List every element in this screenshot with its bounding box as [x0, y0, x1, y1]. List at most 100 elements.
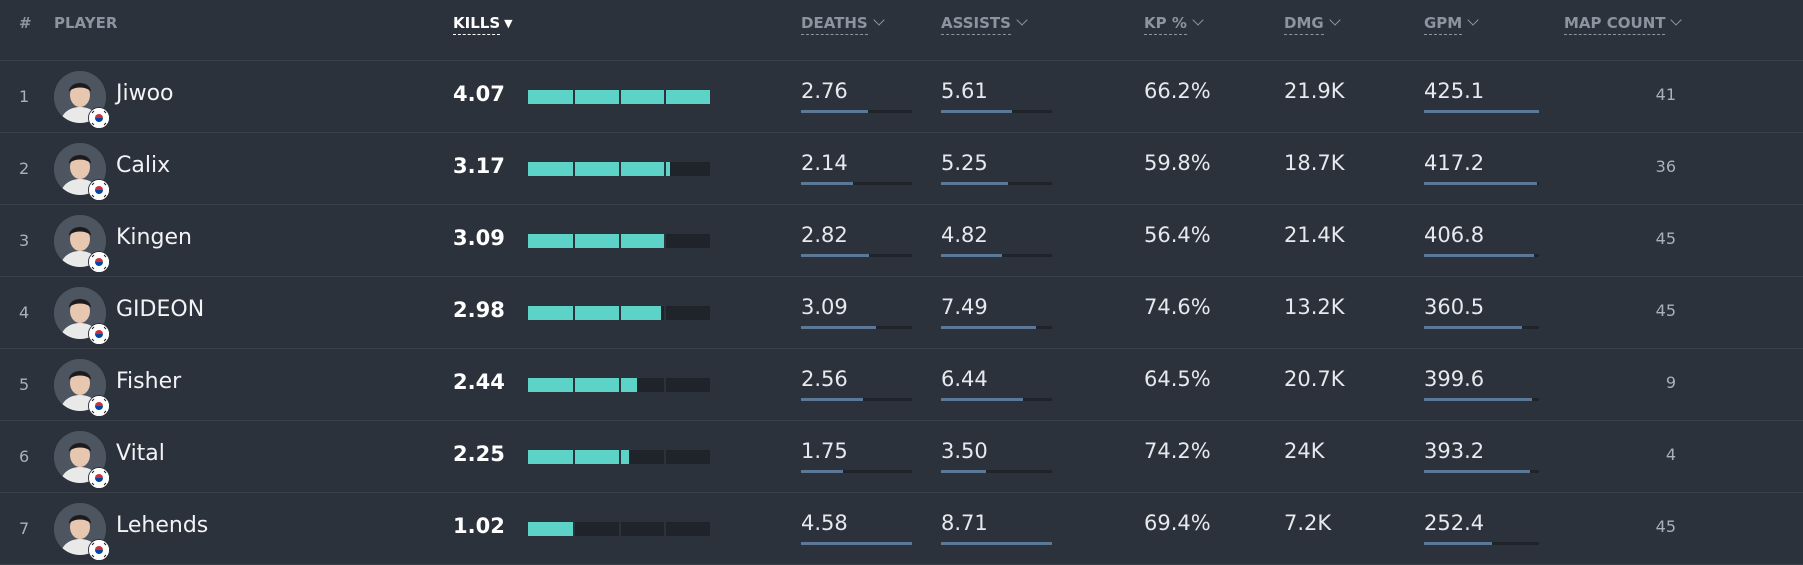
dmg-value: 21.9K [1284, 79, 1345, 103]
player-name[interactable]: Fisher [116, 369, 182, 394]
gpm-bar [1424, 470, 1539, 473]
kills-bar-divider [619, 306, 621, 320]
kills-bar-divider [573, 90, 575, 104]
kills-bar-divider [573, 234, 575, 248]
kills-bar-divider [664, 234, 666, 248]
gpm-bar-fill [1424, 326, 1522, 329]
player-name[interactable]: Vital [116, 441, 165, 466]
kills-value: 2.44 [453, 370, 505, 394]
gpm-column-header[interactable]: GPM [1424, 14, 1479, 35]
south-korea-flag-icon [88, 395, 110, 417]
kills-bar [528, 522, 710, 536]
kills-bar-divider [664, 162, 666, 176]
kills-bar [528, 306, 710, 320]
map-count-column-header[interactable]: MAP COUNT [1564, 14, 1683, 35]
gpm-bar [1424, 542, 1539, 545]
deaths-value: 4.58 [801, 511, 848, 535]
kills-bar [528, 378, 710, 392]
table-header: # PLAYER KILLS ▼ DEATHS ASSISTS KP % DMG … [0, 0, 1803, 61]
deaths-column-header[interactable]: DEATHS [801, 14, 885, 35]
deaths-bar-fill [801, 182, 853, 185]
rank-number: 5 [19, 375, 30, 394]
gpm-bar [1424, 182, 1539, 185]
map-count-value: 4 [1665, 445, 1676, 464]
table-row[interactable]: 1 Jiwoo 4.07 2.76 5.61 66.2% 21.9K 425.1 41 [0, 61, 1803, 133]
assists-bar [941, 398, 1052, 401]
assists-value: 5.25 [941, 151, 988, 175]
deaths-value: 2.56 [801, 367, 848, 391]
assists-bar [941, 110, 1052, 113]
gpm-bar-fill [1424, 470, 1530, 473]
gpm-value: 399.6 [1424, 367, 1485, 391]
table-row[interactable]: 4 GIDEON 2.98 3.09 7.49 74.6% 13.2K 360.5 45 [0, 277, 1803, 349]
table-row[interactable]: 6 Vital 2.25 1.75 3.50 74.2% 24K 393.2 4 [0, 421, 1803, 493]
player-name[interactable]: Kingen [116, 225, 192, 250]
dmg-value: 24K [1284, 439, 1325, 463]
kills-bar-divider [664, 378, 666, 392]
deaths-bar [801, 182, 912, 185]
assists-value: 3.50 [941, 439, 988, 463]
deaths-bar [801, 542, 912, 545]
kills-bar [528, 90, 710, 104]
kills-value: 2.98 [453, 298, 505, 322]
table-row[interactable]: 2 Calix 3.17 2.14 5.25 59.8% 18.7K 417.2 36 [0, 133, 1803, 205]
assists-bar-fill [941, 254, 1002, 257]
gpm-bar [1424, 110, 1539, 113]
assists-column-header[interactable]: ASSISTS [941, 14, 1028, 35]
dmg-value: 21.4K [1284, 223, 1345, 247]
south-korea-flag-icon [88, 467, 110, 489]
kills-bar [528, 234, 710, 248]
kills-bar-fill [528, 522, 574, 536]
deaths-bar [801, 326, 912, 329]
assists-bar-fill [941, 326, 1036, 329]
table-row[interactable]: 7 Lehends 1.02 4.58 8.71 69.4% 7.2K 252.4 45 [0, 493, 1803, 565]
table-row[interactable]: 3 Kingen 3.09 2.82 4.82 56.4% 21.4K 406.8 45 [0, 205, 1803, 277]
deaths-value: 2.14 [801, 151, 848, 175]
gpm-value: 406.8 [1424, 223, 1485, 247]
deaths-bar-fill [801, 254, 869, 257]
assists-bar-fill [941, 110, 1012, 113]
kills-value: 3.17 [453, 154, 505, 178]
kp-column-header[interactable]: KP % [1144, 14, 1204, 35]
kp-value: 69.4% [1144, 511, 1211, 535]
deaths-value: 3.09 [801, 295, 848, 319]
player-name[interactable]: GIDEON [116, 297, 205, 322]
player-avatar [54, 71, 106, 123]
kills-bar-divider [573, 306, 575, 320]
kills-bar-divider [619, 90, 621, 104]
assists-value: 7.49 [941, 295, 988, 319]
kills-bar-fill [528, 234, 666, 248]
kp-value: 56.4% [1144, 223, 1211, 247]
assists-bar [941, 542, 1052, 545]
deaths-bar-fill [801, 110, 868, 113]
table-row[interactable]: 5 Fisher 2.44 2.56 6.44 64.5% 20.7K 399.6 9 [0, 349, 1803, 421]
gpm-value: 252.4 [1424, 511, 1485, 535]
assists-bar [941, 470, 1052, 473]
south-korea-flag-icon [88, 539, 110, 561]
kills-bar-divider [664, 522, 666, 536]
chevron-down-icon [1192, 14, 1204, 26]
gpm-bar-fill [1424, 182, 1537, 185]
gpm-bar [1424, 326, 1539, 329]
assists-bar-fill [941, 398, 1023, 401]
map-count-value: 45 [1655, 229, 1676, 248]
kills-bar-divider [619, 450, 621, 464]
kills-column-header[interactable]: KILLS ▼ [453, 14, 513, 35]
assists-bar-fill [941, 182, 1008, 185]
player-name[interactable]: Calix [116, 153, 171, 178]
rank-number: 1 [19, 87, 30, 106]
assists-bar [941, 326, 1052, 329]
dmg-column-header[interactable]: DMG [1284, 14, 1341, 35]
gpm-bar-fill [1424, 542, 1492, 545]
kills-bar-fill [528, 450, 629, 464]
dmg-value: 18.7K [1284, 151, 1345, 175]
player-name[interactable]: Jiwoo [116, 81, 174, 106]
dmg-value: 13.2K [1284, 295, 1345, 319]
kills-bar-divider [573, 378, 575, 392]
kp-value: 74.6% [1144, 295, 1211, 319]
deaths-value: 2.82 [801, 223, 848, 247]
gpm-bar-fill [1424, 110, 1539, 113]
kills-bar-divider [619, 378, 621, 392]
chevron-down-icon [1467, 14, 1479, 26]
player-name[interactable]: Lehends [116, 513, 209, 538]
